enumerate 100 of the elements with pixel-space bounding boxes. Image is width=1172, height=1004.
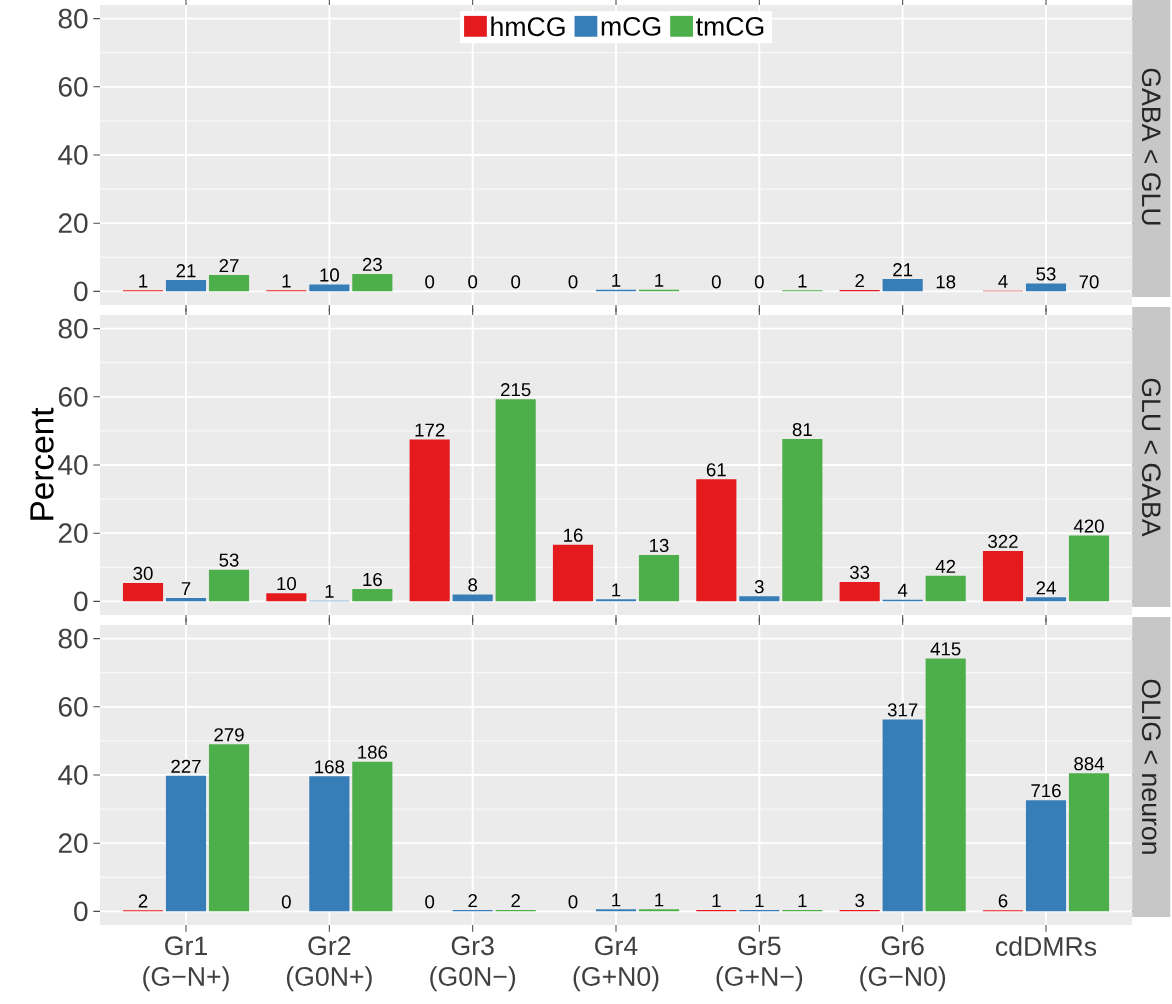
annotation: 81 [792,422,812,437]
bar [739,596,780,602]
annotation: 1 [798,894,807,908]
annotation: 0 [425,895,435,909]
annotation: 0 [568,275,578,289]
annotation: 3 [754,580,764,594]
annotation: 0 [511,275,521,289]
bar [165,280,207,292]
annotation: 1 [798,274,807,288]
y-tick-label: 20 [58,833,88,854]
y-tick-label: 0 [74,901,88,922]
annotation: 884 [1074,757,1105,771]
y-tick-label: 80 [58,628,88,649]
bar [552,544,594,602]
annotation: 322 [988,534,1018,548]
annotation: 1 [612,273,621,287]
bar [122,582,164,602]
y-tick-label: 40 [58,765,88,785]
y-tick-label: 60 [58,696,88,717]
bar [595,909,637,912]
annotation: 317 [887,703,918,717]
bar [409,439,450,602]
annotation: 716 [1031,784,1061,798]
annotation: 53 [219,553,239,567]
annotation: 7 [181,582,191,596]
annotation: 1 [325,584,334,598]
annotation: 1 [282,274,291,288]
annotation: 1 [612,583,621,597]
annotation: 21 [176,264,196,278]
bar [208,274,250,292]
bar [1025,597,1067,602]
bar [696,479,737,602]
annotation: 0 [468,275,478,289]
annotation: 0 [754,275,764,289]
annotation: 1 [655,893,664,907]
annotation: 10 [277,577,296,591]
x-tick-label: Gr4 (G+N0) [573,936,659,992]
annotation: 186 [358,745,388,759]
annotation: 2 [855,274,864,288]
text: GLU < GABA [1141,378,1161,537]
annotation: 1 [655,273,664,287]
annotation: 24 [1036,581,1056,595]
annotation: 33 [850,565,870,579]
bar [309,776,350,912]
annotation: 0 [281,895,291,909]
annotation: 21 [893,263,913,277]
bar [208,569,250,602]
legend-label: hmCG [491,16,565,37]
annotation: 2 [511,894,520,908]
annotation: 0 [711,275,721,289]
annotation: 215 [501,383,531,397]
annotation: 53 [1036,267,1056,281]
bar [595,599,637,602]
text: OLIG < neuron [1141,679,1161,854]
annotation: 61 [706,463,726,477]
annotation: 1 [612,893,621,907]
annotation: 42 [935,559,956,573]
annotation: 0 [425,275,435,289]
annotation: 2 [138,894,148,908]
annotation: 415 [930,642,961,656]
bar [638,909,680,912]
x-tick-label: Gr3 (G0N−) [430,936,516,992]
bar [208,744,250,912]
x-tick-label: Gr5 (G+N−) [716,936,803,992]
annotation: 0 [568,895,578,909]
annotation: 227 [171,759,201,773]
annotation: 420 [1073,519,1104,533]
annotation: 70 [1079,275,1099,289]
bar [982,550,1024,602]
x-tick-label: Gr6 (G−N0) [860,936,946,992]
annotation: 16 [564,528,583,542]
bar [882,279,923,292]
bar [495,399,536,602]
x-tick-label: cdDMRs [996,936,1097,956]
bar [782,439,823,602]
y-tick-label: 60 [58,76,88,97]
bar [266,593,307,602]
annotation: 1 [712,894,721,908]
y-tick-label: 40 [58,145,88,165]
bar [1068,773,1110,912]
bar [352,761,393,912]
legend-label: tmCG [696,16,764,36]
annotation: 30 [133,566,153,581]
annotation: 1 [139,274,148,288]
annotation: 3 [855,893,865,908]
annotation: 8 [468,578,478,592]
annotation: 10 [320,268,339,282]
annotation: 4 [998,274,1008,288]
bar [352,589,393,602]
annotation: 168 [315,760,345,774]
bar [165,775,207,912]
text: GABA < GLU [1141,68,1161,225]
annotation: 279 [214,728,244,742]
y-tick-label: 40 [58,455,88,475]
x-tick-label: Gr2 (G0N+) [286,936,372,992]
annotation: 2 [468,894,477,908]
annotation: 13 [650,538,669,553]
annotation: 16 [363,572,382,587]
y-tick-label: 80 [58,8,88,29]
bar [352,273,393,292]
